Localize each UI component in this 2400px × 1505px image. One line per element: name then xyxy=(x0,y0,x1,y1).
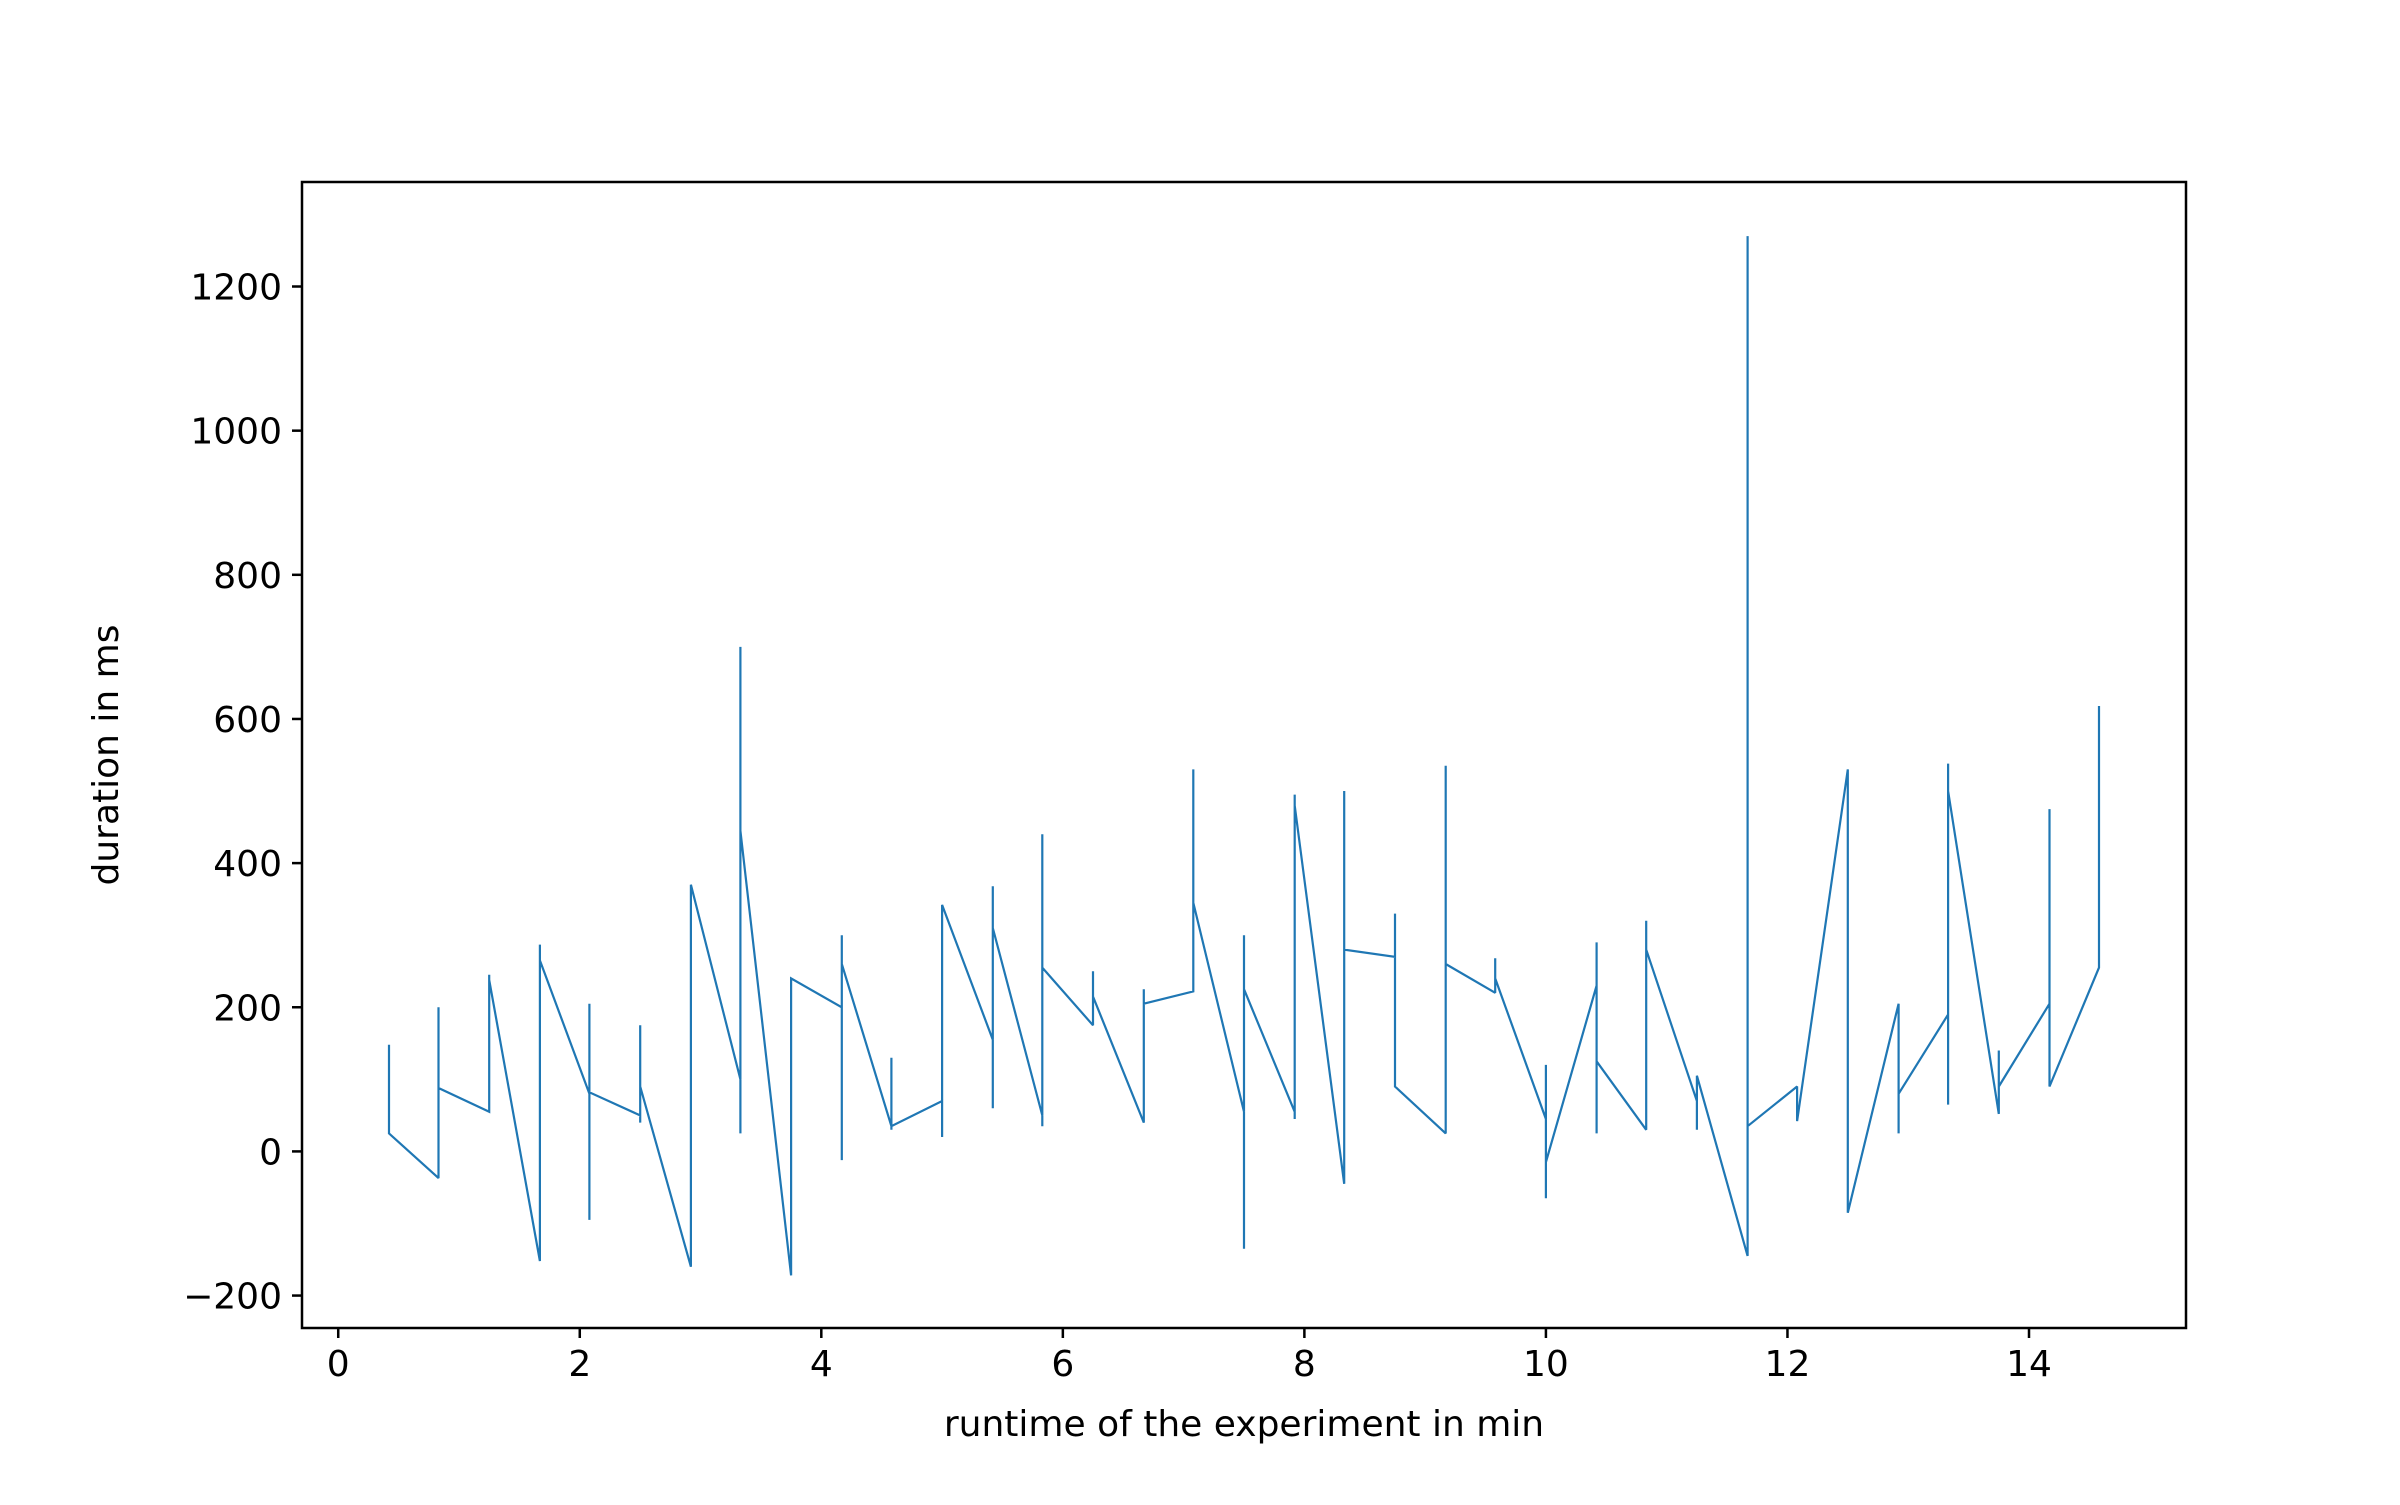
x-tick-label: 6 xyxy=(1051,1344,1074,1385)
y-tick-label: −200 xyxy=(183,1277,282,1318)
data-series xyxy=(387,236,2101,1276)
x-tick-label: 14 xyxy=(2006,1344,2052,1385)
x-tick-label: 10 xyxy=(1523,1344,1569,1385)
x-axis-label: runtime of the experiment in min xyxy=(944,1404,1544,1445)
y-tick-label: 1200 xyxy=(190,268,282,309)
plot-area-frame xyxy=(300,180,2188,1330)
x-tick-label: 8 xyxy=(1293,1344,1316,1385)
y-tick-label: 600 xyxy=(213,700,282,741)
x-tick-label: 12 xyxy=(1765,1344,1811,1385)
ticks: 0 2 4 6 8 10 12 14 −200 0 200 400 600 800 1000 1200 xyxy=(183,268,2052,1385)
y-tick-label: 0 xyxy=(259,1132,282,1173)
y-tick-label: 1000 xyxy=(190,412,282,453)
series-line xyxy=(387,236,2101,1276)
y-tick-label: 400 xyxy=(213,844,282,885)
y-axis-label: duration in ms xyxy=(86,624,127,885)
y-tick-label: 200 xyxy=(213,988,282,1029)
x-tick-label: 2 xyxy=(568,1344,591,1385)
x-tick-label: 4 xyxy=(810,1344,833,1385)
y-tick-label: 800 xyxy=(213,556,282,597)
x-tick-label: 0 xyxy=(327,1344,350,1385)
